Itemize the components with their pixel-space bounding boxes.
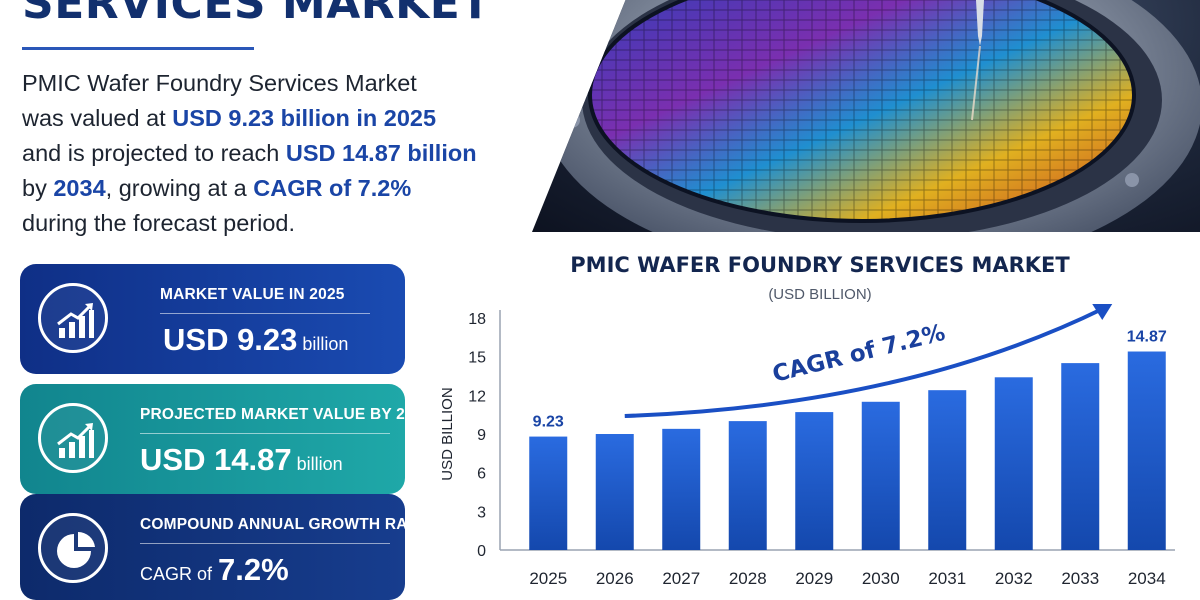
bar-2026 — [595, 434, 634, 550]
card-divider — [140, 433, 390, 434]
y-axis-label: USD BILLION — [439, 387, 456, 480]
bar-2025 — [529, 436, 568, 550]
headline-underline — [22, 47, 254, 50]
x-tick-label: 2034 — [1128, 569, 1166, 588]
x-tick-label: 2028 — [729, 569, 767, 588]
card-divider — [160, 313, 370, 314]
cagr-annotation: CAGR of 7.2% — [770, 320, 948, 388]
x-tick-label: 2025 — [529, 569, 567, 588]
intro-line-4: by 2034, growing at a CAGR of 7.2% — [22, 175, 412, 201]
bar-2032 — [994, 377, 1033, 550]
y-tick-label: 9 — [477, 427, 486, 444]
bar-2034 — [1127, 351, 1166, 550]
card-divider — [140, 543, 390, 544]
cagr-card: COMPOUND ANNUAL GROWTH RATE CAGR of 7.2% — [20, 494, 405, 600]
page-headline: SERVICES MARKET — [22, 0, 491, 29]
cagr-arrowhead — [1092, 304, 1113, 320]
y-tick-label: 3 — [477, 504, 486, 521]
bar-2033 — [1061, 363, 1100, 550]
data-label: 14.87 — [1127, 329, 1167, 346]
card-label: MARKET VALUE IN 2025 — [160, 286, 345, 303]
bar-growth-icon — [38, 403, 108, 473]
y-tick-label: 6 — [477, 466, 486, 483]
x-tick-label: 2027 — [662, 569, 700, 588]
intro-line-2: was valued at USD 9.23 billion in 2025 — [22, 105, 437, 131]
card-value: CAGR of 7.2% — [140, 552, 289, 587]
intro-paragraph: PMIC Wafer Foundry Services Market was v… — [22, 66, 532, 241]
card-value: USD 14.87 billion — [140, 442, 343, 477]
y-tick-label: 18 — [468, 311, 486, 328]
bar-2027 — [662, 428, 701, 550]
year-2034-highlight: 2034 — [53, 175, 106, 201]
y-tick-label: 0 — [477, 543, 486, 560]
x-tick-label: 2026 — [596, 569, 634, 588]
card-value: USD 9.23 billion — [163, 322, 349, 357]
x-tick-label: 2031 — [928, 569, 966, 588]
bar-2031 — [928, 390, 967, 550]
data-label: 9.23 — [533, 414, 564, 431]
y-tick-label: 12 — [468, 388, 486, 405]
bar-2030 — [861, 401, 900, 550]
wafer-photo — [532, 0, 1200, 232]
cagr-highlight: CAGR of 7.2% — [253, 175, 412, 201]
bar-2029 — [795, 412, 834, 550]
cagr-arrow — [624, 306, 1106, 418]
bar-chart: 0 3 6 9 12 15 18 USD BILLION 2025 9.23 2026 2027 202… — [439, 304, 1175, 588]
y-tick-label: 15 — [468, 350, 486, 367]
chart-subtitle: (USD BILLION) — [768, 286, 872, 303]
x-tick-label: 2029 — [795, 569, 833, 588]
bar-2028 — [728, 421, 767, 550]
intro-line-5: during the forecast period. — [22, 210, 296, 236]
intro-line-1: PMIC Wafer Foundry Services Market — [22, 70, 417, 96]
market-value-card: MARKET VALUE IN 2025 USD 9.23 billion — [20, 264, 405, 374]
value-2025-highlight: USD 9.23 billion in 2025 — [172, 105, 437, 131]
chart-title: PMIC WAFER FOUNDRY SERVICES MARKET — [570, 253, 1070, 277]
intro-line-3: and is projected to reach USD 14.87 bill… — [22, 140, 477, 166]
bar-growth-icon — [38, 283, 108, 353]
pie-chart-icon — [38, 513, 108, 583]
card-label: COMPOUND ANNUAL GROWTH RATE — [140, 516, 405, 533]
card-label: PROJECTED MARKET VALUE BY 2034 — [140, 406, 405, 423]
x-tick-label: 2030 — [862, 569, 900, 588]
x-tick-label: 2032 — [995, 569, 1033, 588]
projected-value-card: PROJECTED MARKET VALUE BY 2034 USD 14.87… — [20, 384, 405, 494]
x-tick-label: 2033 — [1061, 569, 1099, 588]
value-2034-highlight: USD 14.87 billion — [285, 140, 477, 166]
